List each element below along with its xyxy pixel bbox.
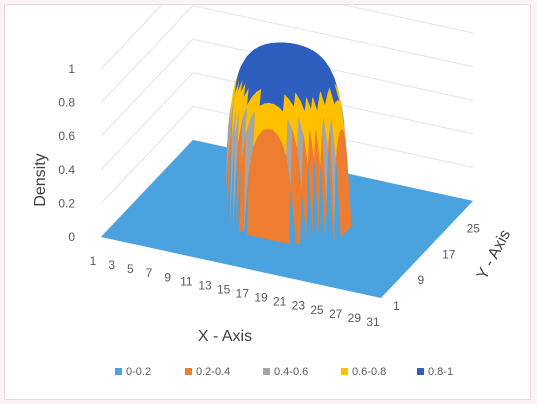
legend-item: 0-0.2 bbox=[115, 366, 151, 378]
x-tick-label: 7 bbox=[146, 266, 153, 280]
legend-item: 0.6-0.8 bbox=[341, 366, 386, 378]
x-tick-label: 25 bbox=[310, 303, 324, 317]
legend-item: 0.8-1 bbox=[417, 366, 453, 378]
surface-facet bbox=[300, 195, 307, 246]
x-tick-label: 27 bbox=[329, 307, 343, 321]
x-tick-label: 21 bbox=[273, 295, 287, 309]
z-gridline bbox=[192, 5, 474, 68]
legend-swatch bbox=[115, 368, 122, 375]
z-tick-labels: 0 0.2 0.4 0.6 0.8 1 bbox=[58, 62, 75, 244]
legend-label: 0-0.2 bbox=[126, 366, 151, 378]
z-tick-label: 0 bbox=[68, 230, 75, 244]
z-gridline bbox=[192, 38, 474, 101]
legend-item: 0.4-0.6 bbox=[263, 366, 308, 378]
y-tick-label: 9 bbox=[418, 273, 425, 287]
x-tick-label: 11 bbox=[180, 274, 193, 288]
legend-item: 0.2-0.4 bbox=[185, 366, 230, 378]
legend-label: 0.6-0.8 bbox=[352, 366, 386, 378]
x-tick-label: 19 bbox=[254, 291, 268, 305]
y-tick-label: 1 bbox=[393, 299, 400, 313]
chart-panel: 0 0.2 0.4 0.6 0.8 1 1 3 5 7 9 11 13 15 17 19 21 23 25 27 29… bbox=[4, 4, 531, 400]
surface-facet bbox=[334, 162, 341, 240]
z-gridline-side bbox=[100, 72, 194, 171]
x-tick-label: 23 bbox=[292, 299, 306, 313]
x-tick-label: 1 bbox=[90, 254, 97, 268]
legend-swatch bbox=[417, 368, 424, 375]
surface-facet bbox=[324, 212, 332, 244]
legend-label: 0.8-1 bbox=[428, 366, 453, 378]
x-axis-title: X - Axis bbox=[198, 328, 252, 345]
z-gridline-side bbox=[100, 5, 194, 103]
surface-facet bbox=[312, 162, 320, 245]
z-gridline-side bbox=[100, 5, 163, 70]
z-axis-title: Density bbox=[32, 153, 49, 206]
legend-swatch bbox=[185, 368, 192, 375]
density-surface-chart: 00.20.40.60.81 1 3 5 7 9 11 13 15 17 19 21 23 25 27 29… bbox=[32, 5, 514, 378]
y-tick-labels: 1 9 17 25 bbox=[393, 221, 480, 313]
legend: 0-0.2 0.2-0.4 0.4-0.6 0.6-0.8 0.8-1 bbox=[115, 366, 453, 378]
z-tick-label: 0.6 bbox=[58, 129, 75, 143]
z-tick-label: 0.8 bbox=[58, 96, 75, 110]
x-tick-label: 15 bbox=[217, 282, 231, 296]
z-tick-label: 0.2 bbox=[58, 196, 75, 210]
x-tick-label: 9 bbox=[164, 270, 171, 284]
x-tick-label: 29 bbox=[348, 311, 362, 325]
y-tick-label: 17 bbox=[442, 247, 456, 261]
x-tick-labels: 1 3 5 7 9 11 13 15 17 19 21 23 25 27 29 31 bbox=[90, 254, 380, 329]
y-tick-label: 25 bbox=[467, 221, 481, 235]
z-gridline-side bbox=[100, 106, 194, 204]
legend-label: 0.4-0.6 bbox=[274, 366, 308, 378]
x-tick-label: 17 bbox=[236, 287, 250, 301]
surface-facet bbox=[318, 169, 326, 244]
z-gridline-side bbox=[100, 38, 194, 137]
surface-facet bbox=[289, 190, 296, 246]
x-tick-label: 31 bbox=[366, 315, 380, 329]
legend-swatch bbox=[341, 368, 348, 375]
x-tick-label: 5 bbox=[127, 262, 134, 276]
surface-facet bbox=[306, 167, 314, 245]
legend-swatch bbox=[263, 368, 270, 375]
z-tick-label: 1 bbox=[68, 62, 75, 76]
z-tick-label: 0.4 bbox=[58, 163, 75, 177]
surface-bump bbox=[220, 42, 354, 246]
x-tick-label: 13 bbox=[198, 278, 212, 292]
z-gridline bbox=[342, 5, 474, 34]
x-tick-label: 3 bbox=[108, 258, 115, 272]
legend-label: 0.2-0.4 bbox=[196, 366, 230, 378]
y-axis-title: Y - Axis bbox=[474, 227, 514, 283]
